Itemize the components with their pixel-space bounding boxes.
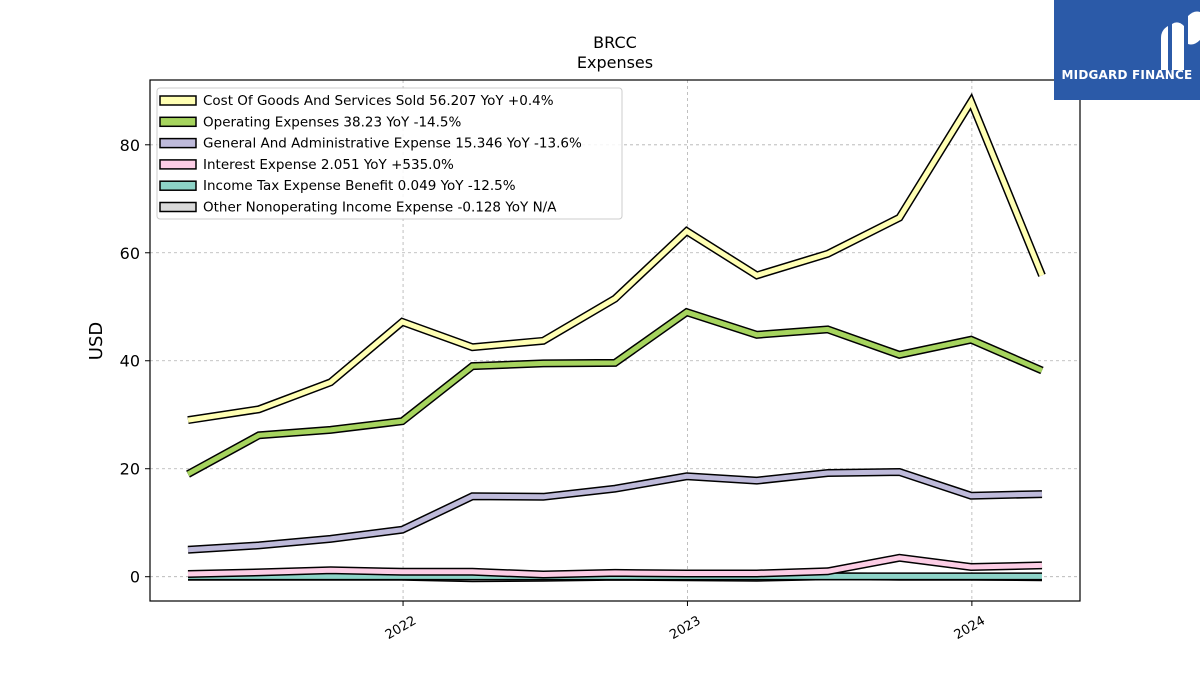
x-tick-label: 2022 xyxy=(383,613,419,643)
series-lines xyxy=(186,92,1046,583)
x-tick-label: 2024 xyxy=(952,613,988,643)
legend: Cost Of Goods And Services Sold 56.207 Y… xyxy=(156,87,623,220)
legend-label: Other Nonoperating Income Expense -0.128… xyxy=(203,200,557,216)
x-tick-label: 2023 xyxy=(667,613,703,643)
series-outline-operating-expenses xyxy=(186,307,1044,478)
series-line-interest-expense xyxy=(187,555,1043,578)
brand-logo: MIDGARD FINANCE xyxy=(1054,0,1200,100)
y-tick-label: 0 xyxy=(130,568,140,587)
legend-swatch xyxy=(159,201,197,213)
legend-box xyxy=(156,87,623,220)
legend-swatch xyxy=(159,159,197,170)
legend-swatch xyxy=(159,137,197,149)
legend-swatch xyxy=(159,116,197,128)
y-axis-label: USD xyxy=(86,322,107,360)
series-line-operating-expenses xyxy=(186,309,1043,477)
legend-label: Cost Of Goods And Services Sold 56.207 Y… xyxy=(203,93,554,109)
legend-swatch xyxy=(159,95,197,106)
legend-label: Interest Expense 2.051 YoY +535.0% xyxy=(203,157,454,173)
y-tick-label: 60 xyxy=(120,244,140,263)
series-line-general-and-administrative-expense xyxy=(187,469,1043,553)
legend-label: Operating Expenses 38.23 YoY -14.5% xyxy=(203,114,462,130)
chart-title: BRCC xyxy=(593,33,637,52)
legend-label: Income Tax Expense Benefit 0.049 YoY -12… xyxy=(203,178,516,194)
plot-area-frame xyxy=(149,79,1081,602)
y-tick-label: 80 xyxy=(120,136,140,155)
midgard-logo-icon xyxy=(1161,11,1200,70)
legend-swatch xyxy=(159,180,197,191)
brand-logo-text: MIDGARD FINANCE xyxy=(1061,68,1193,82)
chart-subtitle: Expenses xyxy=(577,53,653,72)
y-tick-label: 20 xyxy=(120,460,140,479)
series-line-cost-of-goods-and-services-sold xyxy=(187,96,1045,423)
y-tick-label: 40 xyxy=(120,352,140,371)
grid-lines xyxy=(150,80,1080,601)
legend-label: General And Administrative Expense 15.34… xyxy=(203,136,582,152)
